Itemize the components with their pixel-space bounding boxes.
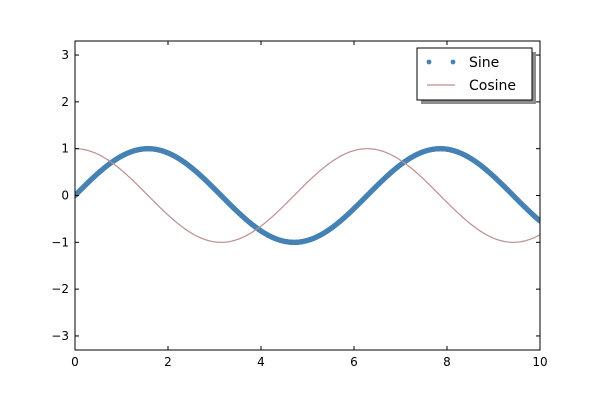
y-tick-label: −3 — [51, 329, 69, 343]
x-tick-label: 6 — [350, 355, 358, 369]
legend-box — [416, 47, 533, 101]
x-tick-label: 4 — [257, 355, 265, 369]
legend-label-cosine: Cosine — [469, 78, 516, 94]
series-sine-markers — [75, 146, 540, 245]
y-tick-label: 3 — [61, 48, 69, 62]
legend-sine-marker — [450, 59, 456, 65]
x-tick-label: 0 — [71, 355, 79, 369]
y-tick-label: 0 — [61, 189, 69, 203]
axes-layer: 0 2 4 6 8 10 −3 −2 −1 0 1 2 3 — [51, 40, 548, 369]
x-tick-label: 10 — [532, 355, 547, 369]
x-tick-label: 2 — [164, 355, 172, 369]
series-layer — [75, 146, 540, 245]
y-tick-label: 2 — [61, 95, 69, 109]
series-cosine-line — [75, 148, 540, 243]
sine-data-point — [537, 218, 540, 224]
x-tick-label: 8 — [443, 355, 451, 369]
legend-sine-marker — [426, 59, 432, 65]
y-tick-label: −1 — [51, 235, 69, 249]
y-tick-label: −2 — [51, 282, 69, 296]
legend: Sine Cosine — [416, 47, 536, 104]
y-tick-label: 1 — [61, 142, 69, 156]
legend-label-sine: Sine — [469, 55, 499, 71]
